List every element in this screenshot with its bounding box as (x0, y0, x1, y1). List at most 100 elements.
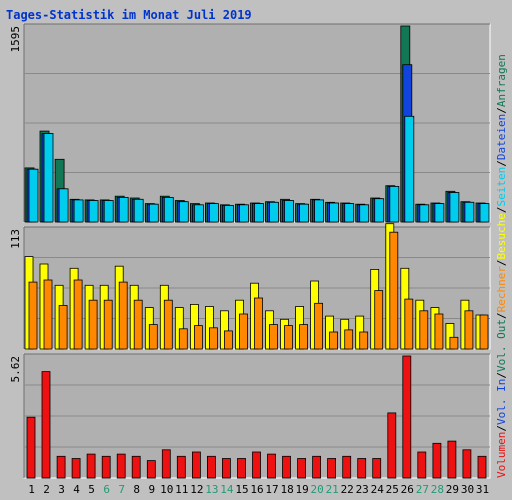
bar-volumen-day-31 (477, 455, 487, 479)
bar-volumen-day-12 (191, 451, 201, 479)
bar-volumen-day-17 (267, 453, 276, 479)
x-tick-label: 27 (416, 483, 429, 496)
bar-seiten-day-14 (223, 204, 234, 223)
y-max-label: 5.62 (9, 356, 22, 383)
bar-seiten-day-20 (314, 199, 325, 223)
bar-volumen-day-16 (252, 451, 261, 479)
x-tick-label: 29 (446, 483, 459, 496)
legend-entry: / (495, 372, 508, 379)
x-tick-label: 14 (220, 483, 234, 496)
bar-seiten-day-25 (389, 185, 400, 223)
bar-seiten-day-7 (118, 196, 129, 223)
x-tick-label: 31 (476, 483, 489, 496)
x-tick-label: 7 (118, 483, 125, 496)
bar-rechner-day-30 (464, 310, 474, 350)
bar-volumen-day-18 (282, 455, 291, 479)
bar-rechner-day-7 (118, 281, 128, 350)
bar-rechner-day-28 (434, 313, 444, 350)
bar-volumen-day-20 (312, 455, 322, 479)
bar-rechner-day-25 (389, 231, 399, 350)
x-tick-label: 23 (356, 483, 369, 496)
bar-volumen-day-11 (176, 455, 186, 479)
bar-rechner-day-31 (479, 314, 489, 350)
bar-rechner-day-24 (374, 290, 384, 350)
legend-entry: / (495, 312, 508, 319)
bar-rechner-day-13 (208, 327, 218, 350)
bar-seiten-day-30 (464, 201, 475, 223)
bar-rechner-day-10 (163, 299, 173, 350)
x-tick-label: 21 (326, 483, 339, 496)
x-tick-label: 26 (401, 483, 414, 496)
bar-seiten-day-11 (178, 201, 189, 223)
bar-rechner-day-29 (449, 336, 459, 350)
bar-rechner-day-19 (299, 324, 309, 350)
legend-entry: Dateien (495, 114, 508, 160)
bar-rechner-day-26 (404, 298, 414, 350)
legend-entry: / (495, 160, 508, 167)
x-tick-label: 10 (160, 483, 173, 496)
bar-rechner-day-5 (88, 299, 98, 350)
bar-volumen-day-9 (146, 460, 156, 479)
bar-seiten-day-18 (284, 200, 294, 223)
bar-volumen-day-28 (432, 442, 442, 479)
bar-seiten-day-15 (239, 204, 249, 223)
panel-middle: 113 (9, 223, 491, 350)
legend-entry: / (495, 259, 508, 266)
x-tick-label: 5 (88, 483, 95, 496)
bar-volumen-day-6 (101, 455, 111, 479)
bar-rechner-day-16 (254, 297, 263, 350)
x-tick-label: 15 (235, 483, 248, 496)
bar-seiten-day-21 (329, 202, 340, 223)
x-tick-label: 30 (461, 483, 474, 496)
bar-seiten-day-17 (269, 201, 279, 223)
bar-volumen-day-3 (56, 455, 66, 479)
legend-entry: / (495, 206, 508, 213)
bar-rechner-day-14 (223, 330, 233, 350)
bar-seiten-day-3 (58, 188, 69, 223)
panel-top: 1595 (9, 23, 491, 223)
bar-volumen-day-15 (237, 458, 246, 479)
bar-volumen-day-5 (86, 453, 96, 479)
legend-entry: / (495, 425, 508, 432)
bar-rechner-day-11 (178, 328, 188, 350)
x-tick-label: 3 (58, 483, 65, 496)
legend-entry: Anfragen (495, 54, 508, 107)
bar-seiten-day-2 (43, 133, 54, 223)
bar-volumen-day-8 (131, 455, 141, 479)
x-tick-label: 13 (205, 483, 218, 496)
x-tick-label: 17 (265, 483, 278, 496)
x-tick-label: 1 (28, 483, 35, 496)
bar-seiten-day-26 (404, 115, 415, 223)
bar-volumen-day-1 (26, 416, 36, 479)
bar-seiten-day-22 (344, 203, 355, 223)
bar-rechner-day-8 (133, 299, 143, 350)
bar-volumen-day-27 (417, 451, 427, 479)
bar-seiten-day-12 (193, 204, 204, 223)
bar-seiten-day-23 (359, 204, 370, 223)
x-tick-label: 18 (280, 483, 293, 496)
bar-seiten-day-16 (254, 203, 264, 223)
bar-volumen-day-23 (357, 458, 367, 479)
bar-rechner-day-6 (103, 299, 113, 350)
bar-rechner-day-18 (284, 325, 293, 350)
bar-rechner-day-9 (148, 324, 158, 350)
bar-seiten-day-9 (148, 203, 159, 223)
bar-seiten-day-28 (434, 203, 445, 223)
bar-rechner-day-17 (269, 324, 278, 350)
bar-seiten-day-31 (479, 203, 490, 223)
bar-seiten-day-24 (374, 198, 385, 223)
bar-volumen-day-22 (342, 455, 352, 479)
bar-seiten-day-10 (163, 196, 174, 223)
x-tick-label: 16 (250, 483, 263, 496)
chart-panels: 1595 113 5.62 (9, 23, 491, 479)
bar-seiten-day-6 (103, 200, 114, 223)
side-legend: Volumen/Vol. In/Vol. Out/Rechner/Besuche… (495, 54, 508, 478)
x-tick-label: 11 (175, 483, 188, 496)
bar-volumen-day-10 (161, 449, 171, 479)
bar-volumen-day-21 (327, 458, 337, 479)
x-tick-label: 12 (190, 483, 203, 496)
bar-volumen-day-25 (387, 412, 397, 479)
x-tick-label: 28 (431, 483, 444, 496)
bar-rechner-day-1 (28, 281, 38, 350)
